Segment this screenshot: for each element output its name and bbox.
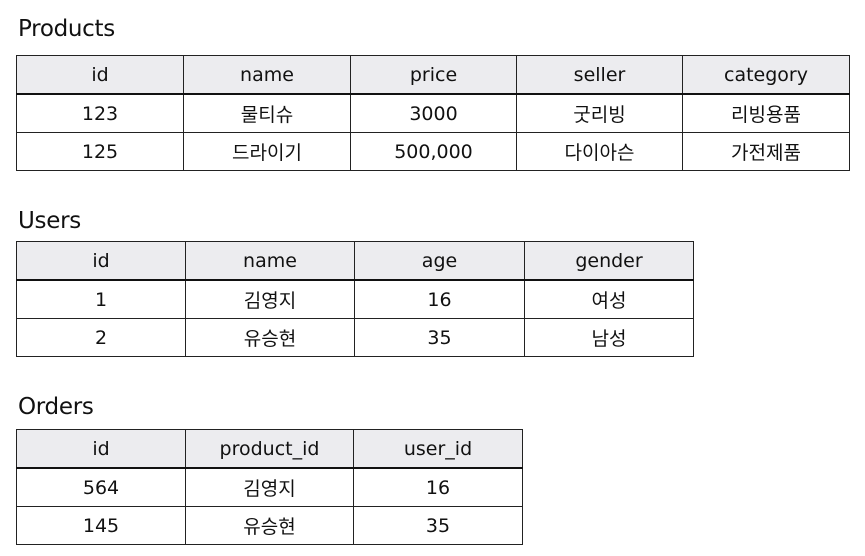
orders-header-row: id product_id user_id — [16, 429, 523, 469]
products-header-row: id name price seller category — [16, 55, 850, 95]
cell-category: 가전제품 — [682, 132, 850, 171]
column-header-name: name — [185, 241, 355, 281]
table-row: 125 드라이기 500,000 다이아슨 가전제품 — [16, 132, 850, 171]
cell-name: 김영지 — [185, 279, 355, 319]
cell-id: 145 — [16, 506, 186, 545]
users-table: id name age gender 1 김영지 16 여성 2 유승현 35 … — [16, 241, 694, 357]
column-header-seller: seller — [516, 55, 683, 95]
cell-gender: 남성 — [524, 318, 694, 357]
cell-user-id: 16 — [353, 467, 523, 507]
column-header-id: id — [16, 429, 186, 469]
column-header-gender: gender — [524, 241, 694, 281]
cell-seller: 굿리빙 — [516, 93, 683, 133]
cell-name: 드라이기 — [183, 132, 351, 171]
cell-id: 1 — [16, 279, 186, 319]
table-row: 2 유승현 35 남성 — [16, 318, 694, 357]
column-header-product-id: product_id — [185, 429, 354, 469]
cell-gender: 여성 — [524, 279, 694, 319]
table-row: 564 김영지 16 — [16, 467, 523, 507]
cell-name: 유승현 — [185, 318, 355, 357]
cell-id: 125 — [16, 132, 184, 171]
cell-user-id: 35 — [353, 506, 523, 545]
table-row: 1 김영지 16 여성 — [16, 279, 694, 319]
orders-table: id product_id user_id 564 김영지 16 145 유승현… — [16, 429, 523, 545]
cell-price: 3000 — [350, 93, 517, 133]
column-header-id: id — [16, 241, 186, 281]
cell-age: 35 — [354, 318, 525, 357]
cell-seller: 다이아슨 — [516, 132, 683, 171]
column-header-age: age — [354, 241, 525, 281]
orders-title: Orders — [18, 394, 94, 420]
cell-age: 16 — [354, 279, 525, 319]
cell-id: 123 — [16, 93, 184, 133]
column-header-user-id: user_id — [353, 429, 523, 469]
cell-name: 물티슈 — [183, 93, 351, 133]
column-header-id: id — [16, 55, 184, 95]
products-title: Products — [18, 16, 115, 42]
cell-id: 564 — [16, 467, 186, 507]
cell-product-id: 유승현 — [185, 506, 354, 545]
cell-product-id: 김영지 — [185, 467, 354, 507]
table-row: 145 유승현 35 — [16, 506, 523, 545]
cell-category: 리빙용품 — [682, 93, 850, 133]
users-header-row: id name age gender — [16, 241, 694, 281]
cell-price: 500,000 — [350, 132, 517, 171]
products-table: id name price seller category 123 물티슈 30… — [16, 55, 850, 171]
column-header-category: category — [682, 55, 850, 95]
column-header-price: price — [350, 55, 517, 95]
cell-id: 2 — [16, 318, 186, 357]
users-title: Users — [18, 208, 81, 234]
column-header-name: name — [183, 55, 351, 95]
table-row: 123 물티슈 3000 굿리빙 리빙용품 — [16, 93, 850, 133]
